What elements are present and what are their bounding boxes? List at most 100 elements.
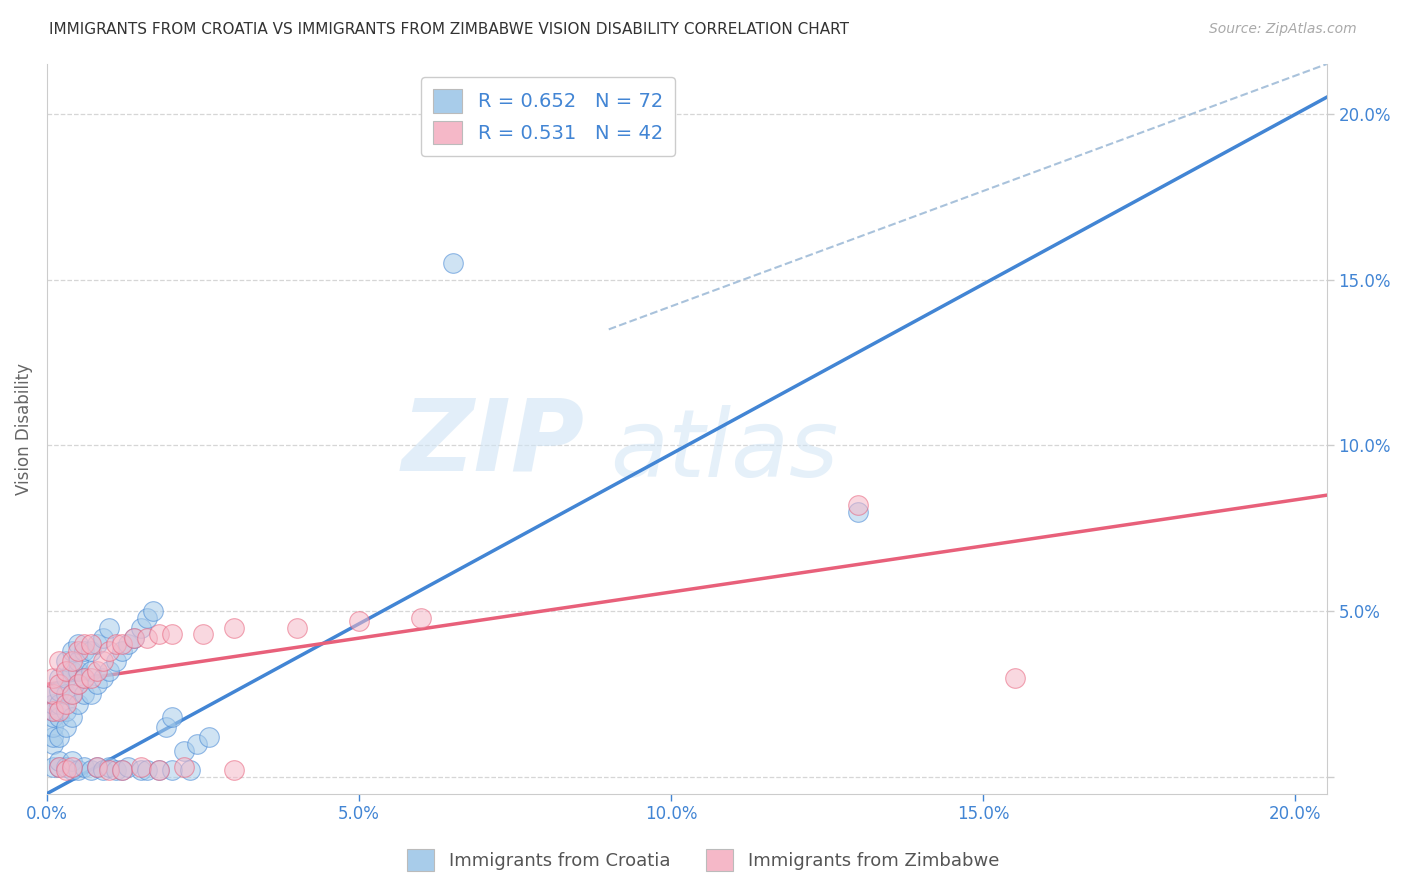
Point bbox=[104, 654, 127, 668]
Point bbox=[67, 764, 90, 778]
Point bbox=[79, 637, 101, 651]
Text: Source: ZipAtlas.com: Source: ZipAtlas.com bbox=[1209, 22, 1357, 37]
Point bbox=[55, 687, 77, 701]
Point bbox=[67, 644, 90, 658]
Point bbox=[155, 720, 177, 734]
Point bbox=[86, 677, 108, 691]
Point bbox=[48, 754, 70, 768]
Point bbox=[148, 764, 170, 778]
Text: IMMIGRANTS FROM CROATIA VS IMMIGRANTS FROM ZIMBABWE VISION DISABILITY CORRELATIO: IMMIGRANTS FROM CROATIA VS IMMIGRANTS FR… bbox=[49, 22, 849, 37]
Point bbox=[73, 671, 96, 685]
Point bbox=[160, 764, 183, 778]
Point bbox=[60, 687, 83, 701]
Point bbox=[55, 704, 77, 718]
Point bbox=[86, 664, 108, 678]
Legend: Immigrants from Croatia, Immigrants from Zimbabwe: Immigrants from Croatia, Immigrants from… bbox=[399, 842, 1007, 879]
Point bbox=[124, 631, 146, 645]
Point bbox=[111, 644, 134, 658]
Point bbox=[60, 664, 83, 678]
Point bbox=[98, 664, 121, 678]
Point bbox=[55, 697, 77, 711]
Point bbox=[135, 631, 157, 645]
Point bbox=[135, 611, 157, 625]
Point bbox=[48, 677, 70, 691]
Point bbox=[117, 637, 139, 651]
Point bbox=[198, 731, 221, 745]
Point bbox=[60, 710, 83, 724]
Point bbox=[224, 621, 246, 635]
Point bbox=[48, 710, 70, 724]
Point bbox=[42, 687, 65, 701]
Point bbox=[441, 256, 464, 270]
Point bbox=[91, 631, 114, 645]
Point bbox=[60, 764, 83, 778]
Point bbox=[91, 654, 114, 668]
Y-axis label: Vision Disability: Vision Disability bbox=[15, 363, 32, 495]
Point bbox=[179, 764, 201, 778]
Point bbox=[86, 760, 108, 774]
Point bbox=[42, 710, 65, 724]
Point bbox=[67, 677, 90, 691]
Point bbox=[98, 621, 121, 635]
Point bbox=[224, 764, 246, 778]
Point bbox=[104, 764, 127, 778]
Point bbox=[111, 764, 134, 778]
Point bbox=[91, 671, 114, 685]
Point bbox=[48, 654, 70, 668]
Point bbox=[91, 764, 114, 778]
Point bbox=[48, 671, 70, 685]
Point bbox=[48, 704, 70, 718]
Point bbox=[148, 627, 170, 641]
Point bbox=[73, 760, 96, 774]
Point bbox=[73, 644, 96, 658]
Point bbox=[848, 505, 870, 519]
Point bbox=[117, 760, 139, 774]
Point bbox=[98, 760, 121, 774]
Point bbox=[42, 720, 65, 734]
Point bbox=[285, 621, 308, 635]
Point bbox=[129, 764, 152, 778]
Point bbox=[129, 760, 152, 774]
Point bbox=[86, 637, 108, 651]
Point bbox=[55, 664, 77, 678]
Legend: R = 0.652   N = 72, R = 0.531   N = 42: R = 0.652 N = 72, R = 0.531 N = 42 bbox=[422, 78, 675, 156]
Point bbox=[79, 764, 101, 778]
Point bbox=[347, 614, 370, 628]
Point bbox=[60, 654, 83, 668]
Point bbox=[48, 697, 70, 711]
Point bbox=[42, 687, 65, 701]
Point bbox=[173, 743, 195, 757]
Point bbox=[55, 764, 77, 778]
Text: atlas: atlas bbox=[610, 405, 838, 496]
Point bbox=[848, 498, 870, 512]
Point bbox=[73, 671, 96, 685]
Point bbox=[160, 710, 183, 724]
Point bbox=[55, 654, 77, 668]
Point bbox=[55, 760, 77, 774]
Point bbox=[55, 671, 77, 685]
Point bbox=[104, 637, 127, 651]
Point bbox=[79, 687, 101, 701]
Point bbox=[79, 664, 101, 678]
Point bbox=[42, 731, 65, 745]
Text: ZIP: ZIP bbox=[401, 395, 585, 492]
Point bbox=[98, 764, 121, 778]
Point bbox=[60, 644, 83, 658]
Point bbox=[191, 627, 214, 641]
Point bbox=[42, 697, 65, 711]
Point bbox=[48, 760, 70, 774]
Point bbox=[135, 764, 157, 778]
Point bbox=[48, 760, 70, 774]
Point bbox=[48, 684, 70, 698]
Point bbox=[142, 604, 165, 618]
Point bbox=[42, 671, 65, 685]
Point bbox=[67, 697, 90, 711]
Point bbox=[79, 671, 101, 685]
Point bbox=[60, 760, 83, 774]
Point bbox=[67, 664, 90, 678]
Point bbox=[67, 677, 90, 691]
Point bbox=[73, 637, 96, 651]
Point bbox=[67, 637, 90, 651]
Point bbox=[129, 621, 152, 635]
Point bbox=[42, 704, 65, 718]
